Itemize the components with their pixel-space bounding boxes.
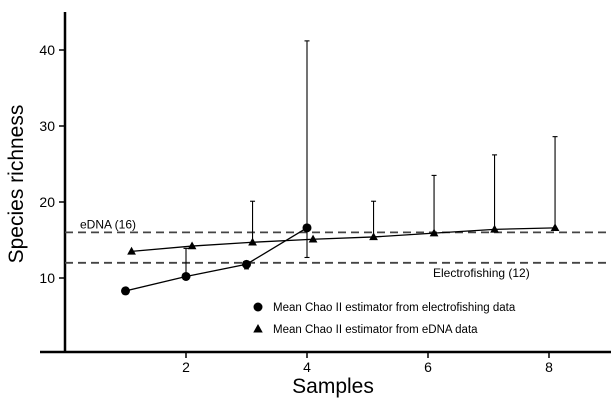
- data-point-triangle: [429, 228, 439, 237]
- x-tick-label: 4: [303, 359, 311, 375]
- axes: [40, 12, 611, 354]
- error-bars: [183, 40, 558, 277]
- y-tick-label: 30: [39, 118, 55, 134]
- data-point-triangle: [369, 232, 378, 241]
- data-point-circle: [302, 223, 312, 233]
- x-tick-label: 2: [182, 359, 190, 375]
- data-point-triangle: [187, 241, 197, 250]
- legend-label: Mean Chao II estimator from eDNA data: [273, 324, 478, 336]
- legend-marker-triangle: [253, 324, 263, 333]
- y-tick-label: 20: [39, 194, 55, 210]
- reference-line-label: Electrofishing (12): [433, 266, 530, 280]
- x-tick-label: 6: [424, 359, 432, 375]
- data-point-triangle: [248, 237, 257, 246]
- x-axis-title: Samples: [292, 375, 374, 398]
- series-line: [125, 227, 308, 292]
- y-axis-title: Species richness: [5, 105, 28, 264]
- legend-marker-circle: [253, 302, 263, 312]
- data-point-triangle: [127, 246, 136, 255]
- data-point-triangle: [550, 223, 560, 232]
- data-point-triangle: [490, 224, 499, 233]
- data-point-triangle: [308, 234, 318, 243]
- legend-label: Mean Chao II estimator from electrofishi…: [273, 302, 516, 314]
- markers: [121, 223, 560, 296]
- y-tick-label: 10: [39, 270, 55, 286]
- data-point-circle: [181, 271, 191, 281]
- x-tick-label: 8: [545, 359, 553, 375]
- reference-line-label: eDNA (16): [80, 217, 136, 231]
- ticks: 2 4 6 8 10 20 30 40: [39, 42, 553, 375]
- series-line: [131, 227, 556, 253]
- series: [125, 227, 556, 292]
- data-point-circle: [242, 259, 251, 269]
- data-point-circle: [121, 286, 130, 296]
- y-tick-label: 40: [39, 42, 55, 58]
- legend: Mean Chao II estimator from electrofishi…: [253, 302, 516, 336]
- reference-lines: eDNA (16) Electrofishing (12): [65, 217, 611, 280]
